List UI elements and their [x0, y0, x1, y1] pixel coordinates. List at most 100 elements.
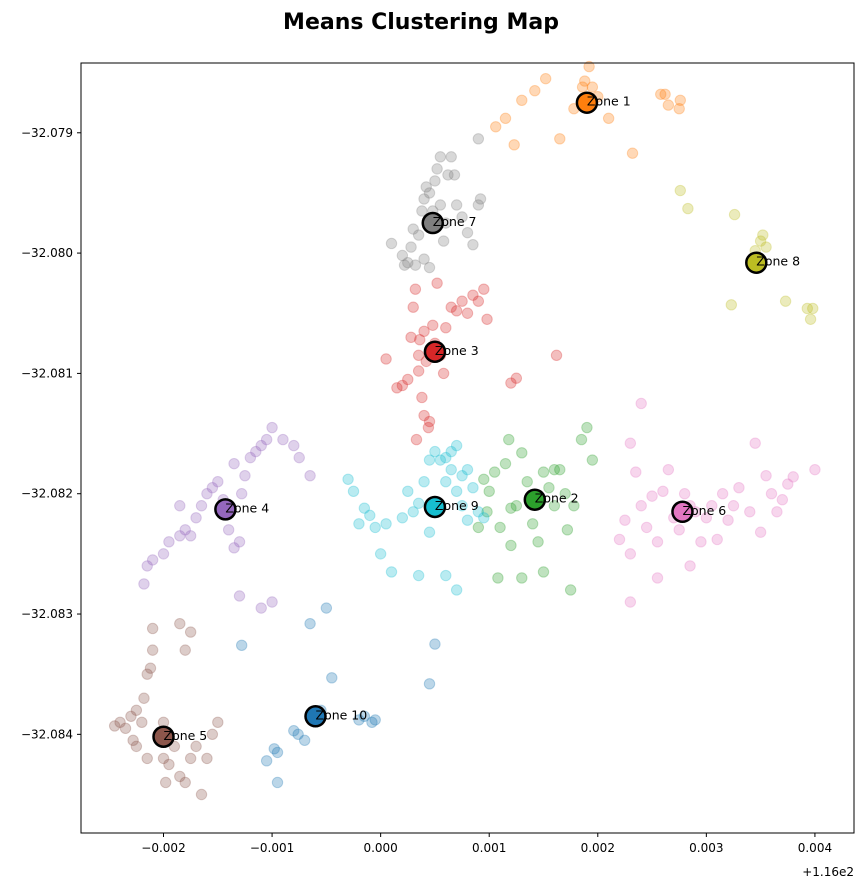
data-point — [130, 704, 143, 716]
data-point — [288, 439, 300, 452]
data-point — [407, 223, 419, 235]
y-tick-label: −32.083 — [21, 607, 73, 621]
data-point — [787, 471, 799, 483]
x-tick-label: 0.002 — [581, 841, 615, 855]
data-point — [467, 238, 479, 251]
data-point — [548, 500, 561, 512]
data-point — [385, 237, 398, 250]
data-point — [448, 169, 461, 181]
data-point — [461, 226, 474, 239]
data-point — [420, 181, 432, 193]
data-point — [418, 409, 430, 422]
data-point — [456, 211, 468, 223]
data-point — [228, 542, 240, 554]
data-point — [516, 94, 528, 106]
data-point — [706, 500, 718, 512]
data-point — [727, 500, 740, 512]
data-point — [342, 473, 354, 485]
data-point — [423, 187, 436, 199]
data-point — [776, 494, 789, 506]
data-point — [326, 672, 338, 684]
zone-label: Zone 1 — [587, 94, 631, 109]
data-point — [157, 752, 170, 765]
data-point — [505, 377, 517, 389]
data-point — [423, 678, 436, 690]
data-point — [450, 584, 463, 596]
data-point — [412, 569, 425, 582]
data-point — [619, 514, 631, 526]
data-point — [472, 521, 485, 534]
data-point — [651, 536, 664, 548]
data-point — [427, 319, 439, 331]
data-point — [673, 524, 685, 536]
data-point — [405, 241, 417, 253]
centroid-marker — [304, 705, 327, 728]
data-point — [659, 88, 671, 100]
data-point — [184, 530, 197, 542]
data-point — [380, 518, 392, 530]
centroid-marker — [423, 495, 447, 519]
data-point — [233, 536, 246, 548]
y-tick-label: −32.081 — [21, 366, 73, 380]
data-point — [431, 277, 443, 289]
data-point — [380, 353, 392, 365]
data-point — [539, 72, 552, 85]
y-tick-label: −32.082 — [21, 487, 73, 501]
data-point — [490, 121, 502, 133]
data-point — [233, 590, 246, 602]
data-point — [662, 463, 675, 476]
data-point — [179, 776, 191, 789]
data-point — [412, 365, 425, 377]
data-point — [239, 469, 251, 482]
data-point — [757, 229, 769, 241]
data-point — [678, 488, 691, 500]
data-point — [754, 526, 767, 538]
data-point — [418, 253, 430, 265]
data-point — [429, 445, 441, 458]
data-point — [422, 421, 435, 434]
plot-frame — [80, 62, 855, 834]
data-point — [195, 788, 208, 801]
data-point — [635, 397, 647, 410]
data-point — [437, 367, 450, 380]
data-point — [445, 463, 457, 476]
data-point — [250, 445, 262, 458]
data-point — [532, 536, 544, 548]
centroid-marker — [214, 498, 237, 521]
data-point — [353, 518, 365, 530]
data-point — [418, 193, 430, 205]
y-axis: −32.084 −32.083 −32.082 −32.081 −32.080 −32.0… — [21, 126, 81, 741]
data-point — [754, 235, 767, 247]
data-point — [503, 433, 515, 446]
data-point — [478, 473, 490, 485]
data-point — [674, 184, 686, 197]
data-point — [779, 295, 792, 307]
data-point — [445, 445, 457, 458]
data-point — [434, 151, 447, 163]
centroids-layer: Zone 1 Zone 2 Zone 3 Zone 4 Zone 5 Zone 6 Zone… — [152, 91, 800, 748]
data-point — [488, 466, 501, 478]
y-tick-label: −32.084 — [21, 727, 73, 741]
data-point — [450, 199, 463, 211]
data-point — [429, 175, 441, 187]
data-point — [409, 283, 422, 295]
data-point — [369, 714, 381, 726]
data-point — [146, 554, 159, 566]
data-point — [440, 451, 452, 464]
data-point — [396, 249, 409, 262]
data-point — [423, 415, 436, 428]
data-point — [445, 301, 457, 313]
data-point — [442, 169, 454, 181]
data-point — [782, 478, 794, 490]
data-point — [760, 469, 772, 482]
data-point — [700, 512, 713, 524]
data-point — [141, 560, 153, 572]
data-point — [526, 518, 539, 530]
data-point — [127, 734, 139, 747]
data-point — [423, 261, 436, 274]
data-point — [461, 463, 474, 476]
data-point — [130, 740, 143, 753]
zone-label: Zone 9 — [435, 498, 479, 513]
data-point — [157, 548, 170, 560]
data-point — [630, 466, 642, 478]
